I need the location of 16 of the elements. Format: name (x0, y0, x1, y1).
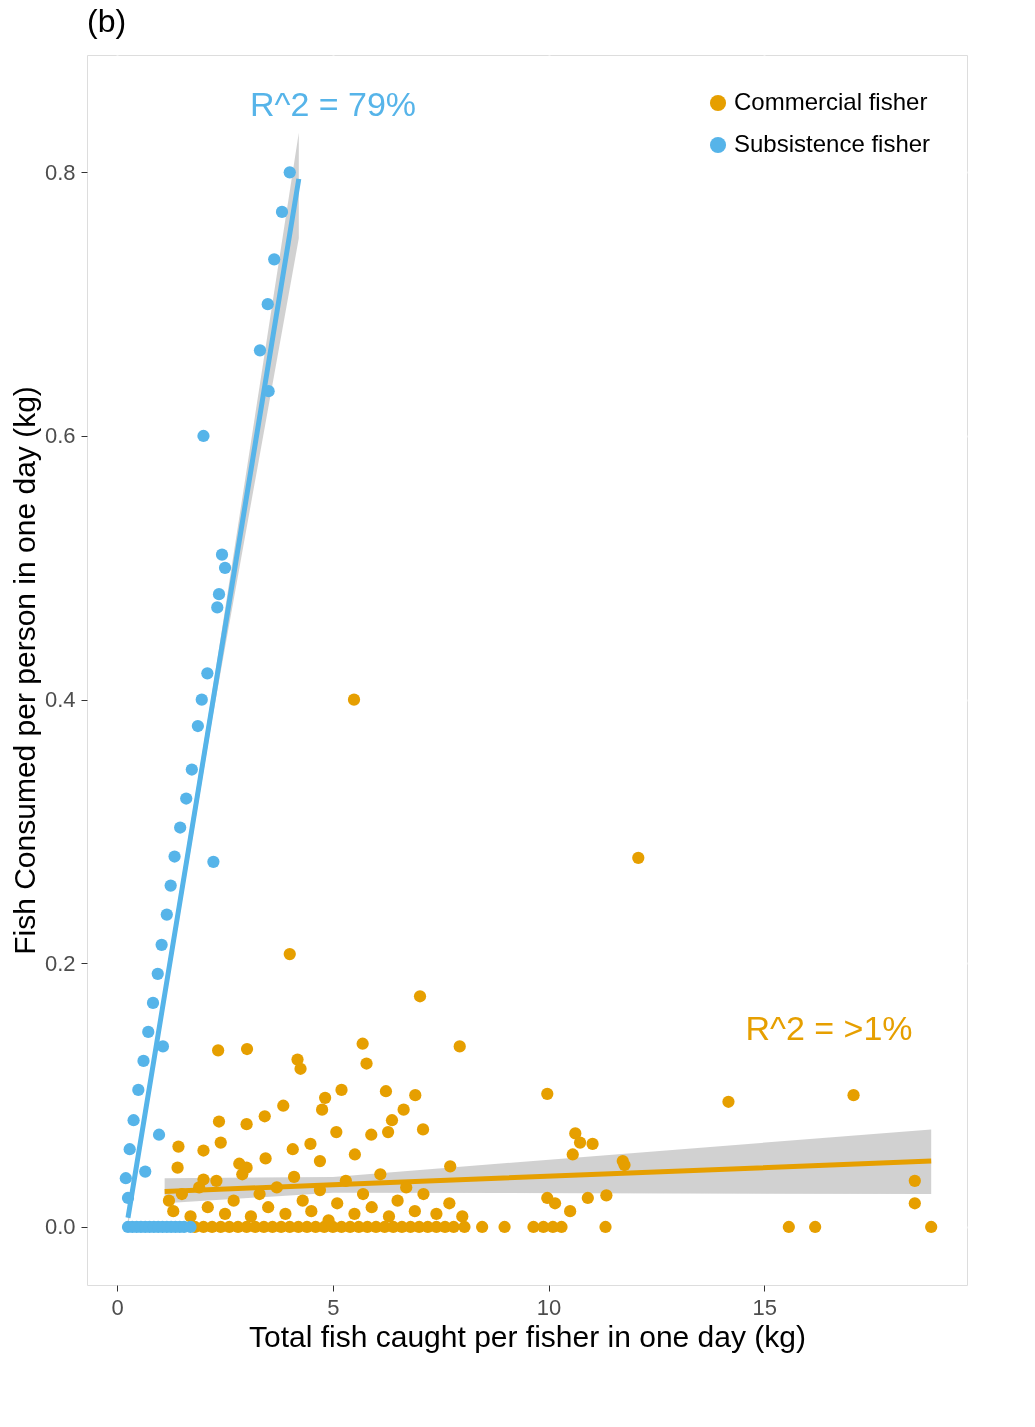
x-tick-label: 0 (111, 1294, 124, 1320)
y-tick-label: 0.4 (44, 687, 76, 713)
y-tick-label: 0.0 (44, 1214, 76, 1240)
y-tick-label: 0.2 (44, 950, 76, 976)
legend-label: Subsistence fisher (734, 130, 931, 157)
x-tick-label: 5 (327, 1294, 340, 1320)
chart-title: (b) (87, 3, 127, 39)
y-tick-label: 0.8 (44, 159, 76, 185)
annotation: R^2 = 79% (249, 85, 417, 123)
x-tick-label: 15 (752, 1294, 777, 1320)
x-tick-label: 10 (536, 1294, 562, 1320)
y-axis-title: Fish Consumed per person in one day (kg) (7, 386, 41, 955)
y-tick-label: 0.6 (44, 423, 76, 449)
x-axis-title: Total fish caught per fisher in one day (kg) (249, 1319, 806, 1353)
legend-label: Commercial fisher (734, 88, 928, 115)
annotation: R^2 = >1% (745, 1009, 913, 1047)
